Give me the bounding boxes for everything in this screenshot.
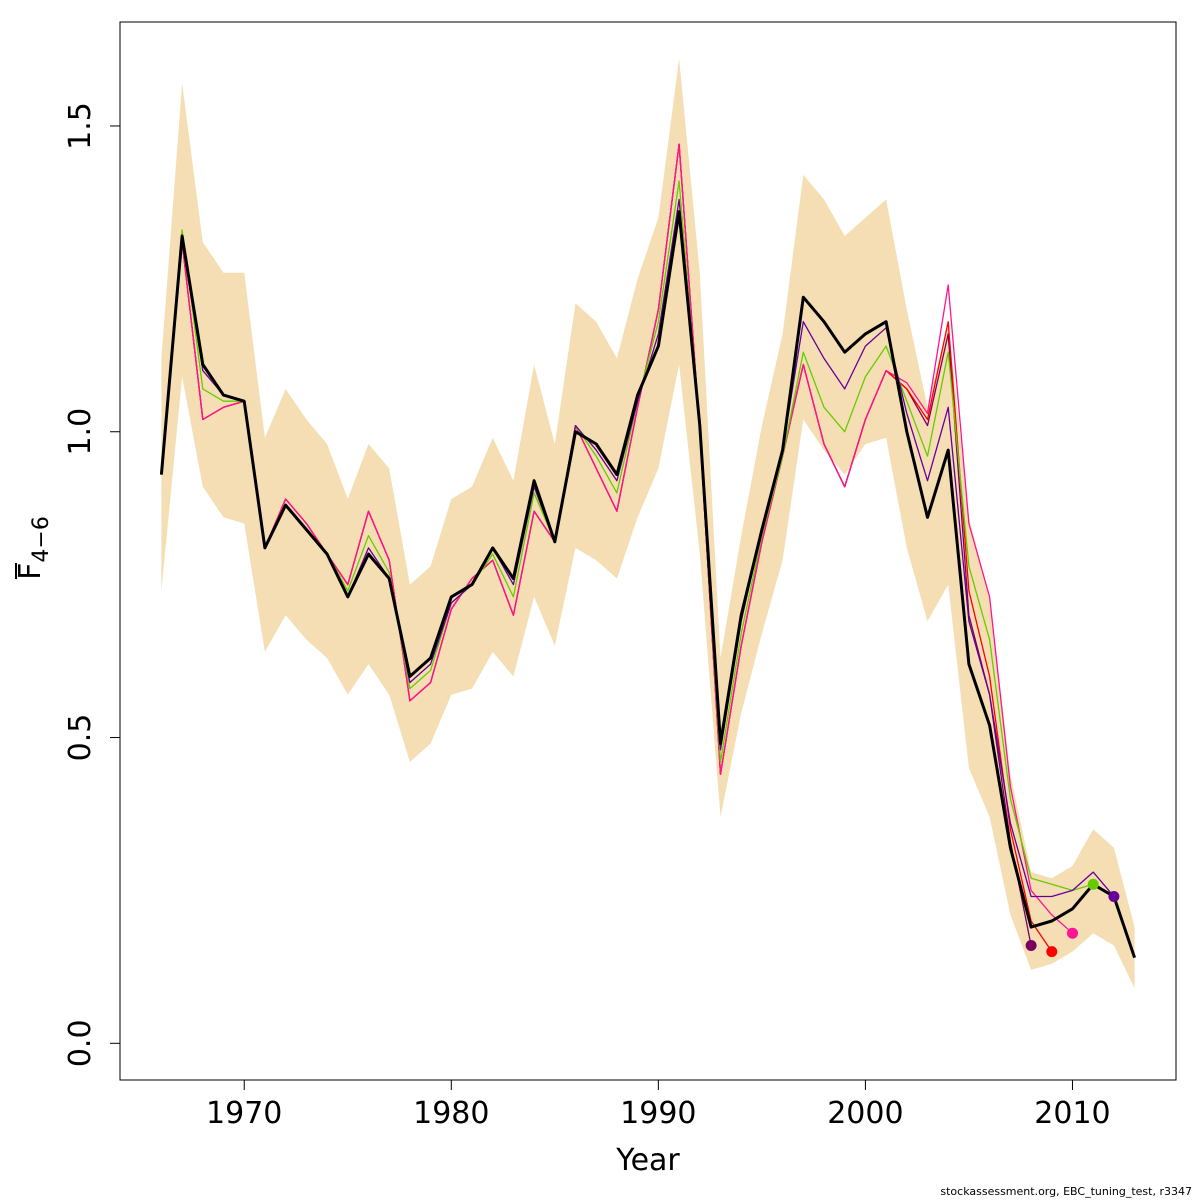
series-end-marker-2 <box>1046 946 1058 958</box>
x-tick-label: 2000 <box>827 1096 903 1131</box>
y-tick-label: 1.0 <box>63 408 98 456</box>
confidence-band <box>161 58 1135 989</box>
x-tick-label: 2010 <box>1034 1096 1110 1131</box>
y-axis-title: F4−6 <box>13 516 54 580</box>
x-tick-label: 1980 <box>413 1096 489 1131</box>
series-layer <box>159 143 1137 959</box>
footer-credit: stockassessment.org, EBC_tuning_test, r3… <box>940 1185 1192 1198</box>
series-line-retro-3 <box>160 143 1073 934</box>
x-axis: 1970 1980 1990 2000 2010 <box>206 1079 1111 1131</box>
series-end-marker-5 <box>1108 891 1120 902</box>
marker-layer <box>1025 878 1120 958</box>
series-end-marker-1 <box>1025 940 1037 951</box>
svg-text:F4−6: F4−6 <box>13 516 54 580</box>
y-tick-label: 0.5 <box>63 714 98 762</box>
y-axis: 0.0 0.5 1.0 1.5 <box>63 102 121 1067</box>
x-axis-title: Year <box>615 1143 680 1178</box>
series-end-marker-3 <box>1067 927 1078 939</box>
confidence-band-layer <box>161 58 1135 989</box>
series-line-main <box>159 210 1137 959</box>
y-axis-title-main: F <box>13 563 48 580</box>
y-axis-title-subscript: 4−6 <box>29 516 54 562</box>
x-tick-label: 1970 <box>206 1096 282 1131</box>
series-end-marker-4 <box>1087 878 1099 890</box>
y-tick-label: 1.5 <box>63 102 98 150</box>
x-tick-label: 1990 <box>620 1096 696 1131</box>
y-tick-label: 0.0 <box>63 1019 98 1067</box>
